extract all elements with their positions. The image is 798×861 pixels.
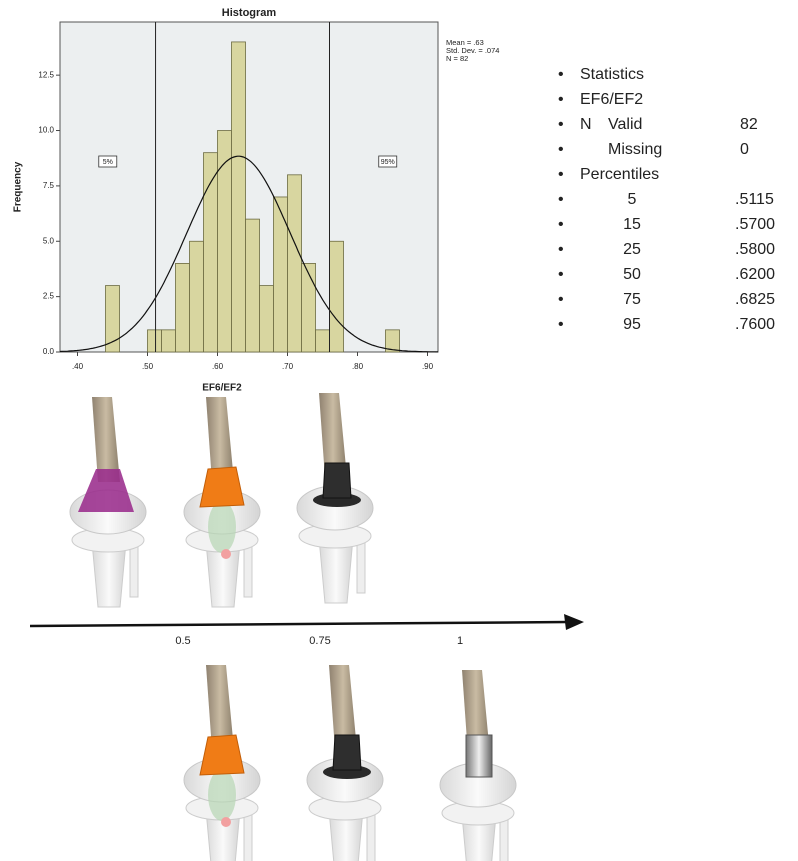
x-tick-label: .40 (72, 362, 84, 371)
knee (184, 397, 260, 607)
y-tick-label: 2.5 (43, 292, 55, 301)
reference-label: 5% (103, 159, 113, 166)
implant-shadow (208, 769, 236, 821)
y-tick-label: 12.5 (38, 70, 54, 79)
stats-text: N = 82 (446, 54, 468, 63)
percentile-value: .6200 (735, 266, 775, 283)
percentile: 75 (623, 291, 641, 308)
implant (466, 735, 492, 777)
bullet: • (558, 216, 564, 233)
reference-label: 95% (381, 159, 395, 166)
stats-n: N (580, 116, 592, 133)
bar (162, 330, 176, 352)
bullet: • (558, 116, 564, 133)
bullet: • (558, 166, 564, 183)
bar (288, 175, 302, 352)
stats-value: 82 (740, 116, 758, 133)
percentile: 15 (623, 216, 641, 233)
stats-title: Statistics (580, 66, 644, 83)
x-tick-label: .50 (142, 362, 154, 371)
stats-label: Missing (608, 141, 662, 158)
x-axis-label: EF6/EF2 (202, 383, 242, 394)
stats-label: Valid (608, 116, 642, 133)
y-axis-label: Frequency (13, 161, 24, 212)
stats-variable: EF6/EF2 (580, 91, 643, 108)
knee (307, 665, 383, 861)
implant (333, 735, 361, 770)
stats-value: 0 (740, 141, 749, 158)
x-tick-label: .70 (282, 362, 294, 371)
percentile-value: .5115 (735, 191, 774, 208)
bullet: • (558, 91, 564, 108)
bar (260, 286, 274, 352)
knee (184, 665, 260, 861)
implant (323, 463, 351, 498)
scale-label: 1 (457, 635, 463, 647)
knee (70, 397, 146, 607)
statistics: Statistics EF6/EF2 N Valid 82 Missing 0 … (558, 66, 775, 333)
bullet: • (558, 66, 564, 83)
implant-shadow (221, 549, 231, 559)
percentile-value: .5700 (735, 216, 775, 233)
bar (302, 263, 316, 352)
percentile: 50 (623, 266, 641, 283)
y-tick-label: 5.0 (43, 236, 55, 245)
chart-title: Histogram (222, 7, 277, 19)
bullet: • (558, 141, 564, 158)
percentile: 25 (623, 241, 641, 258)
implant-shadow (208, 501, 236, 553)
percentile-value: .5800 (735, 241, 775, 258)
knee (297, 393, 373, 603)
bullet: • (558, 316, 564, 333)
bar (232, 42, 246, 352)
bullet: • (558, 266, 564, 283)
implant-shadow (221, 817, 231, 827)
percentile-value: .7600 (735, 316, 775, 333)
implant (200, 735, 244, 775)
y-tick-label: 0.0 (43, 347, 55, 356)
scale-label: 0.5 (175, 635, 190, 647)
bullet: • (558, 191, 564, 208)
x-tick-label: .90 (422, 362, 434, 371)
bar (274, 197, 288, 352)
scale-arrow (30, 622, 568, 626)
scale-label: 0.75 (309, 635, 330, 647)
x-tick-label: .60 (212, 362, 224, 371)
bar (190, 241, 204, 352)
bullet: • (558, 291, 564, 308)
figure: Histogram EF6/EF2 Frequency Statistics E… (0, 0, 798, 861)
bar (176, 263, 190, 352)
illustrations (70, 393, 516, 861)
bar (246, 219, 260, 352)
percentile: 95 (623, 316, 641, 333)
implant (200, 467, 244, 507)
y-tick-label: 7.5 (43, 181, 55, 190)
arrow-head (564, 614, 584, 630)
x-tick-label: .80 (352, 362, 364, 371)
percentile: 5 (628, 191, 637, 208)
y-tick-label: 10.0 (38, 126, 54, 135)
percentile-value: .6825 (735, 291, 775, 308)
bullet: • (558, 241, 564, 258)
stats-percentiles: Percentiles (580, 166, 659, 183)
implant (78, 469, 134, 512)
bar (330, 241, 344, 352)
bar (316, 330, 330, 352)
knee (440, 670, 516, 861)
bar (148, 330, 162, 352)
